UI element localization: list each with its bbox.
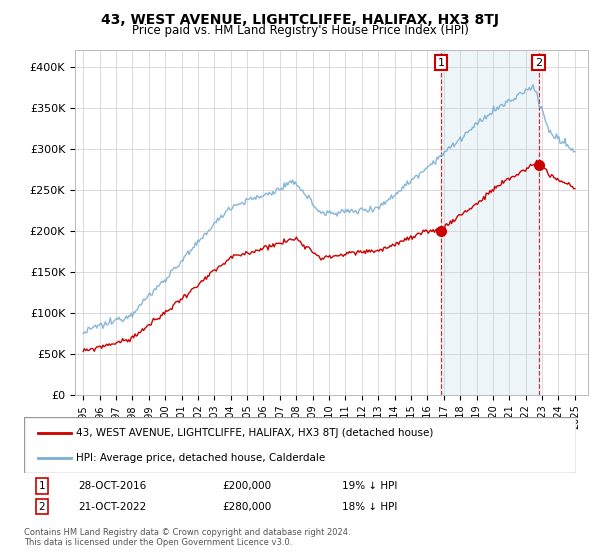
Text: 18% ↓ HPI: 18% ↓ HPI: [342, 502, 397, 512]
Bar: [441, 50, 539, 395]
Text: £200,000: £200,000: [222, 481, 271, 491]
Text: 43, WEST AVENUE, LIGHTCLIFFE, HALIFAX, HX3 8TJ: 43, WEST AVENUE, LIGHTCLIFFE, HALIFAX, H…: [101, 13, 499, 27]
FancyBboxPatch shape: [24, 417, 576, 473]
Text: 19% ↓ HPI: 19% ↓ HPI: [342, 481, 397, 491]
Text: Price paid vs. HM Land Registry's House Price Index (HPI): Price paid vs. HM Land Registry's House …: [131, 24, 469, 37]
Text: 28-OCT-2016: 28-OCT-2016: [78, 481, 146, 491]
Text: HPI: Average price, detached house, Calderdale: HPI: Average price, detached house, Cald…: [76, 452, 326, 463]
Text: Contains HM Land Registry data © Crown copyright and database right 2024.
This d: Contains HM Land Registry data © Crown c…: [24, 528, 350, 548]
Text: 2: 2: [535, 58, 542, 68]
Text: £280,000: £280,000: [222, 502, 271, 512]
Text: 1: 1: [437, 58, 445, 68]
Text: 43, WEST AVENUE, LIGHTCLIFFE, HALIFAX, HX3 8TJ (detached house): 43, WEST AVENUE, LIGHTCLIFFE, HALIFAX, H…: [76, 428, 434, 438]
Text: 2: 2: [38, 502, 46, 512]
Text: 21-OCT-2022: 21-OCT-2022: [78, 502, 146, 512]
Text: 1: 1: [38, 481, 46, 491]
